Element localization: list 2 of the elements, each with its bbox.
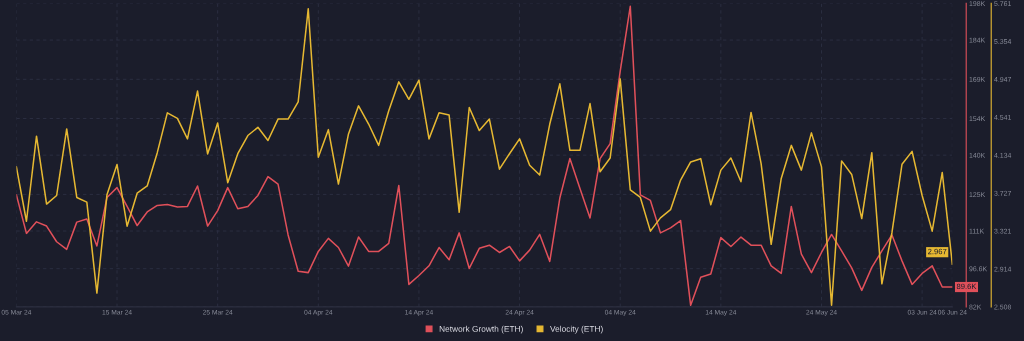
legend-label: Network Growth (ETH) [439,325,523,334]
legend-label: Velocity (ETH) [550,325,603,334]
